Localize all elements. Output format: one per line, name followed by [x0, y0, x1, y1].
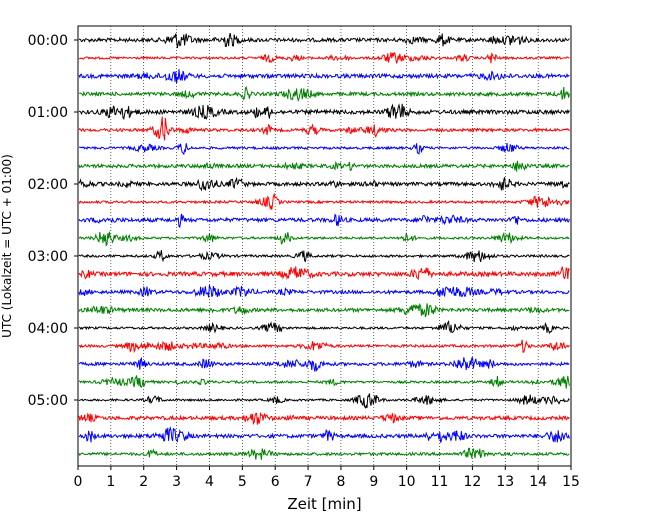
- seismic-trace: [78, 250, 570, 263]
- y-axis-label: UTC (Lokalzeit = UTC + 01:00): [0, 154, 14, 338]
- x-axis-label: Zeit [min]: [287, 495, 361, 513]
- x-tick-label: 8: [336, 474, 345, 490]
- seismic-trace: [78, 284, 570, 298]
- x-tick-label: 1: [106, 474, 115, 490]
- traces-group: [78, 32, 570, 460]
- seismic-trace: [78, 103, 570, 120]
- y-tick-label: 01:00: [28, 105, 68, 121]
- seismic-trace: [78, 51, 570, 64]
- seismic-trace: [78, 192, 570, 211]
- seismic-trace: [78, 266, 570, 281]
- x-tick-label: 2: [139, 474, 148, 490]
- seismic-trace: [78, 213, 570, 228]
- seismic-trace: [78, 86, 570, 103]
- y-tick-label: 00:00: [28, 33, 68, 49]
- x-tick-label: 15: [562, 474, 580, 490]
- y-tick-label: 04:00: [28, 321, 68, 337]
- seismic-trace: [78, 160, 570, 172]
- x-tick-label: 0: [74, 474, 83, 490]
- x-tick-label: 13: [496, 474, 514, 490]
- seismic-trace: [78, 339, 570, 354]
- x-axis: 0 1 2 3 4 5 6 7 8 9 10 11 12 13 14 15: [74, 466, 580, 490]
- x-tick-label: 7: [304, 474, 313, 490]
- x-tick-label: 5: [238, 474, 247, 490]
- seismic-trace: [78, 142, 570, 156]
- seismic-trace: [78, 319, 570, 335]
- y-tick-label: 03:00: [28, 249, 68, 265]
- x-tick-label: 4: [205, 474, 214, 490]
- seismic-trace: [78, 447, 570, 460]
- seismic-trace: [78, 426, 570, 443]
- grid-lines: [110, 26, 539, 466]
- seismic-trace: [78, 116, 570, 141]
- y-tick-label: 05:00: [28, 393, 68, 409]
- x-tick-label: 11: [431, 474, 449, 490]
- x-tick-label: 9: [369, 474, 378, 490]
- seismic-trace: [78, 69, 570, 84]
- y-axis: 00:00 01:00 02:00 03:00 04:00 05:00: [28, 33, 78, 409]
- seismic-trace: [78, 411, 570, 426]
- seismic-trace: [78, 176, 570, 192]
- plot-frame: [77, 25, 572, 467]
- seismic-trace: [78, 302, 570, 318]
- seismic-trace: [78, 32, 570, 49]
- x-tick-label: 10: [398, 474, 416, 490]
- seismic-trace: [78, 393, 570, 409]
- seismic-trace: [78, 375, 570, 389]
- x-tick-label: 12: [463, 474, 481, 490]
- x-tick-label: 14: [529, 474, 547, 490]
- seismic-trace: [78, 231, 570, 247]
- x-tick-label: 6: [271, 474, 280, 490]
- x-tick-label: 3: [172, 474, 181, 490]
- seismic-trace: [78, 356, 570, 372]
- y-tick-label: 02:00: [28, 177, 68, 193]
